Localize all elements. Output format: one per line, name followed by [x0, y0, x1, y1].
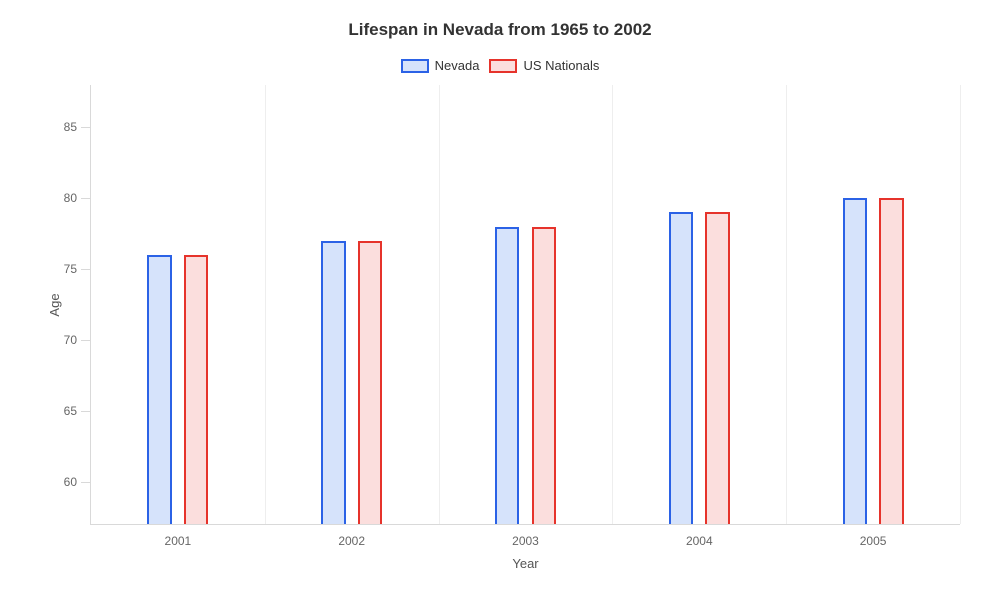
legend-item-nevada: Nevada: [401, 58, 480, 73]
legend-label-nevada: Nevada: [435, 58, 480, 73]
y-tick-label: 85: [64, 120, 91, 134]
bar-us-nationals: [358, 241, 382, 524]
y-axis-title: Age: [47, 293, 62, 316]
gridline: [612, 85, 613, 524]
bar-nevada: [495, 227, 519, 524]
gridline: [960, 85, 961, 524]
bar-nevada: [669, 212, 693, 524]
gridline: [265, 85, 266, 524]
bar-nevada: [147, 255, 171, 524]
bar-nevada: [843, 198, 867, 524]
bar-us-nationals: [184, 255, 208, 524]
x-tick-label: 2003: [512, 524, 539, 548]
chart-container: Lifespan in Nevada from 1965 to 2002 Nev…: [0, 0, 1000, 600]
bar-us-nationals: [705, 212, 729, 524]
legend-swatch-us-nationals: [489, 59, 517, 73]
y-tick-label: 70: [64, 333, 91, 347]
y-tick-label: 80: [64, 191, 91, 205]
plot-area: Age Year 6065707580852001200220032004200…: [90, 85, 960, 525]
gridline: [439, 85, 440, 524]
chart-title: Lifespan in Nevada from 1965 to 2002: [30, 20, 970, 40]
chart-legend: Nevada US Nationals: [30, 58, 970, 73]
bar-us-nationals: [532, 227, 556, 524]
legend-item-us-nationals: US Nationals: [489, 58, 599, 73]
plot-wrap: Age Year 6065707580852001200220032004200…: [90, 85, 960, 525]
x-tick-label: 2005: [860, 524, 887, 548]
y-tick-label: 65: [64, 404, 91, 418]
legend-swatch-nevada: [401, 59, 429, 73]
y-tick-label: 75: [64, 262, 91, 276]
y-tick-label: 60: [64, 475, 91, 489]
x-tick-label: 2002: [338, 524, 365, 548]
legend-label-us-nationals: US Nationals: [523, 58, 599, 73]
x-tick-label: 2004: [686, 524, 713, 548]
bar-nevada: [321, 241, 345, 524]
gridline: [786, 85, 787, 524]
x-tick-label: 2001: [165, 524, 192, 548]
bar-us-nationals: [879, 198, 903, 524]
